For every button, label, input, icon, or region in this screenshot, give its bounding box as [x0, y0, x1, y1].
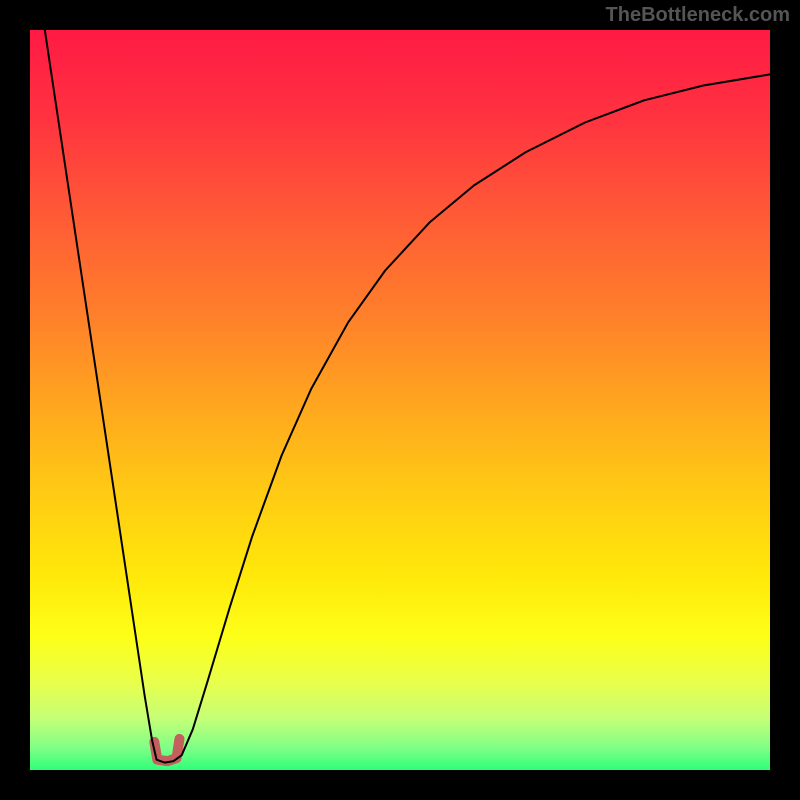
chart-frame: TheBottleneck.com	[0, 0, 800, 800]
watermark-text: TheBottleneck.com	[606, 4, 790, 27]
plot-area	[30, 30, 770, 770]
minimum-marker	[154, 739, 179, 761]
bottleneck-curve	[45, 30, 770, 763]
curve-layer	[30, 30, 770, 770]
